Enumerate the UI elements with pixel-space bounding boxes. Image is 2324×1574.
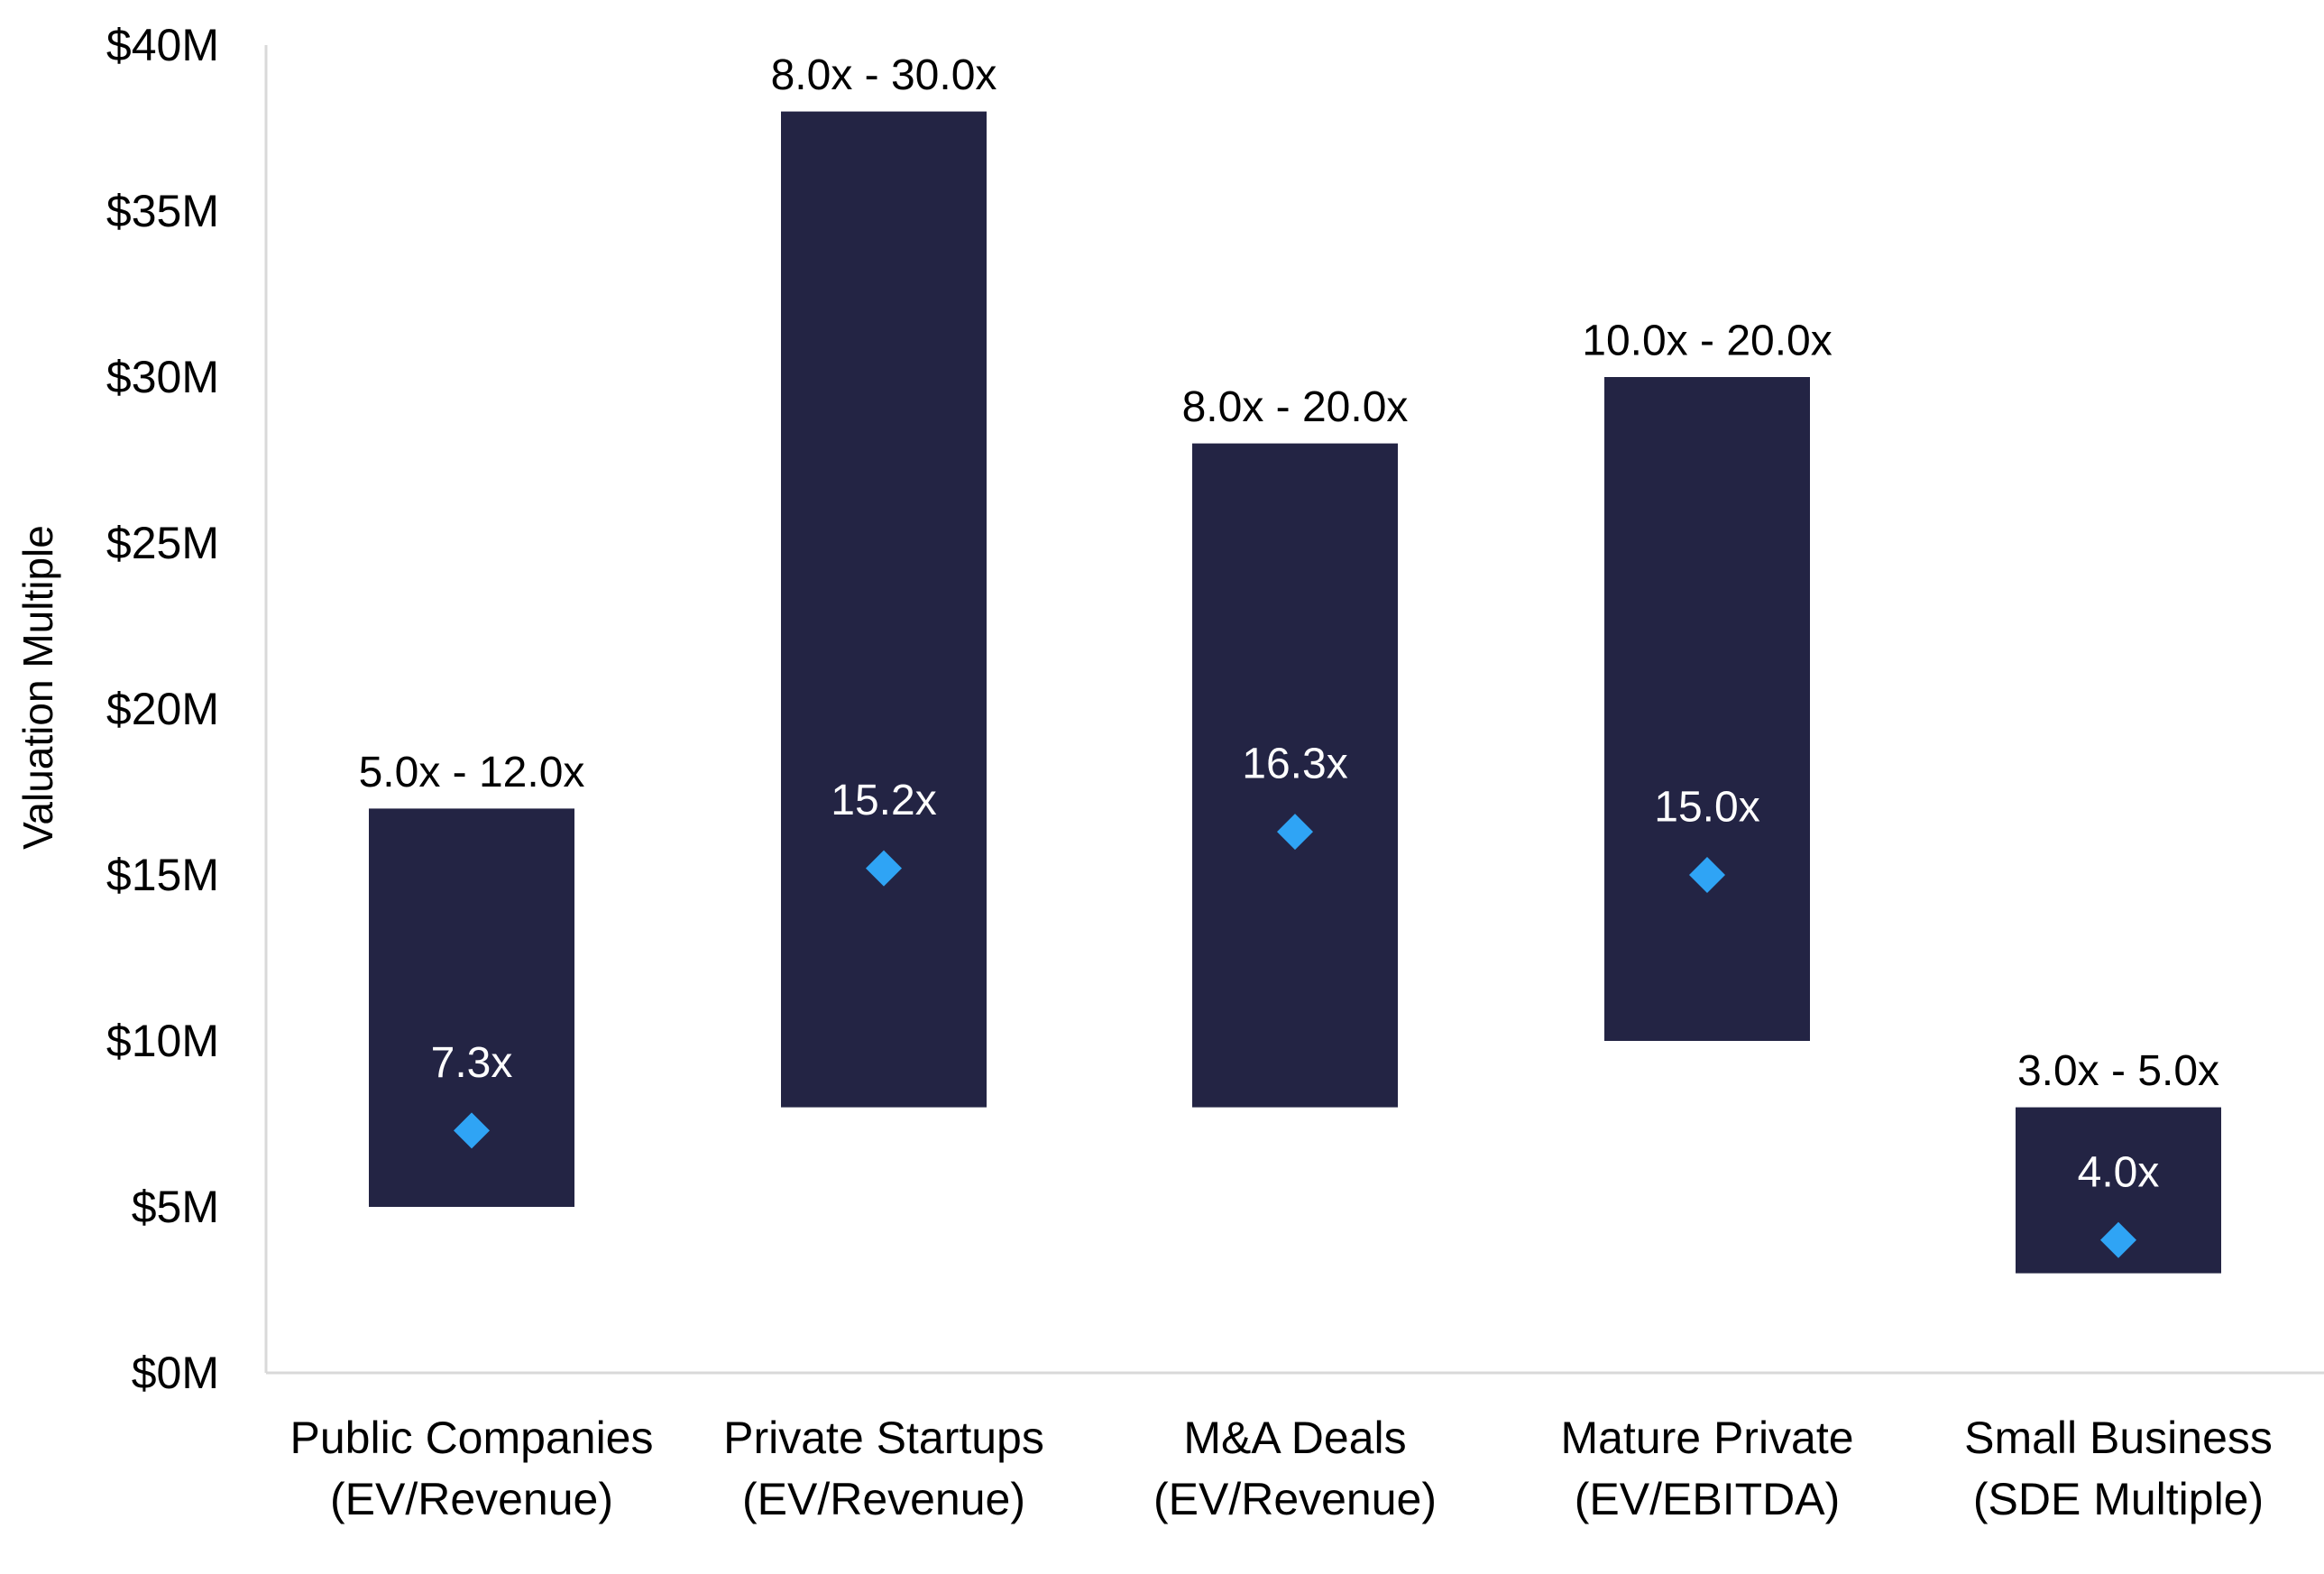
median-label: 4.0x xyxy=(2078,1148,2160,1196)
category-label: M&A Deals xyxy=(1183,1413,1406,1463)
range-bar xyxy=(1192,443,1398,1108)
median-label: 15.0x xyxy=(1654,784,1759,832)
range-label: 8.0x - 30.0x xyxy=(771,51,997,99)
y-tick-label: $10M xyxy=(106,1016,219,1066)
y-axis-ticks: $0M $5M $10M $15M $20M $25M $30M $35M $40M xyxy=(106,20,219,1398)
median-label: 15.2x xyxy=(831,777,936,824)
y-tick-label: $20M xyxy=(106,684,219,734)
category-label: Private Startups xyxy=(723,1413,1044,1463)
range-bar xyxy=(781,111,987,1108)
median-marker xyxy=(1277,814,1313,851)
median-marker xyxy=(2100,1221,2136,1258)
y-tick-label: $40M xyxy=(106,20,219,70)
y-axis-title: Valuation Multiple xyxy=(14,525,61,850)
y-tick-label: $0M xyxy=(132,1348,219,1398)
y-tick-label: $25M xyxy=(106,518,219,568)
category-label: (EV/Revenue) xyxy=(330,1474,613,1524)
range-label: 10.0x - 20.0x xyxy=(1582,318,1833,365)
range-bar xyxy=(1604,377,1810,1041)
y-tick-label: $5M xyxy=(132,1182,219,1232)
category-label: Public Companies xyxy=(290,1413,654,1463)
median-marker xyxy=(454,1112,490,1149)
median-markers xyxy=(454,814,2136,1258)
range-labels: 5.0x - 12.0x 8.0x - 30.0x 8.0x - 20.0x 10.0… xyxy=(359,51,2219,1095)
category-label: (SDE Multiple) xyxy=(1973,1474,2264,1524)
range-bars xyxy=(369,111,2221,1274)
y-tick-label: $30M xyxy=(106,352,219,402)
x-axis-category-labels: Public Companies (EV/Revenue) Private Star… xyxy=(290,1413,2273,1524)
median-label: 16.3x xyxy=(1242,741,1347,788)
median-marker xyxy=(866,850,902,887)
category-label: Small Business xyxy=(1964,1413,2273,1463)
range-label: 5.0x - 12.0x xyxy=(359,749,585,796)
median-marker xyxy=(1689,857,1725,893)
median-label: 7.3x xyxy=(431,1039,513,1087)
category-label: (EV/Revenue) xyxy=(1153,1474,1437,1524)
category-label: (EV/EBITDA) xyxy=(1575,1474,1840,1524)
range-label: 3.0x - 5.0x xyxy=(2017,1047,2219,1095)
median-labels: 7.3x 15.2x 16.3x 15.0x 4.0x xyxy=(431,741,2160,1197)
category-label: Mature Private xyxy=(1560,1413,1853,1463)
y-tick-label: $35M xyxy=(106,186,219,236)
y-tick-label: $15M xyxy=(106,850,219,900)
range-label: 8.0x - 20.0x xyxy=(1182,383,1409,431)
category-label: (EV/Revenue) xyxy=(742,1474,1025,1524)
